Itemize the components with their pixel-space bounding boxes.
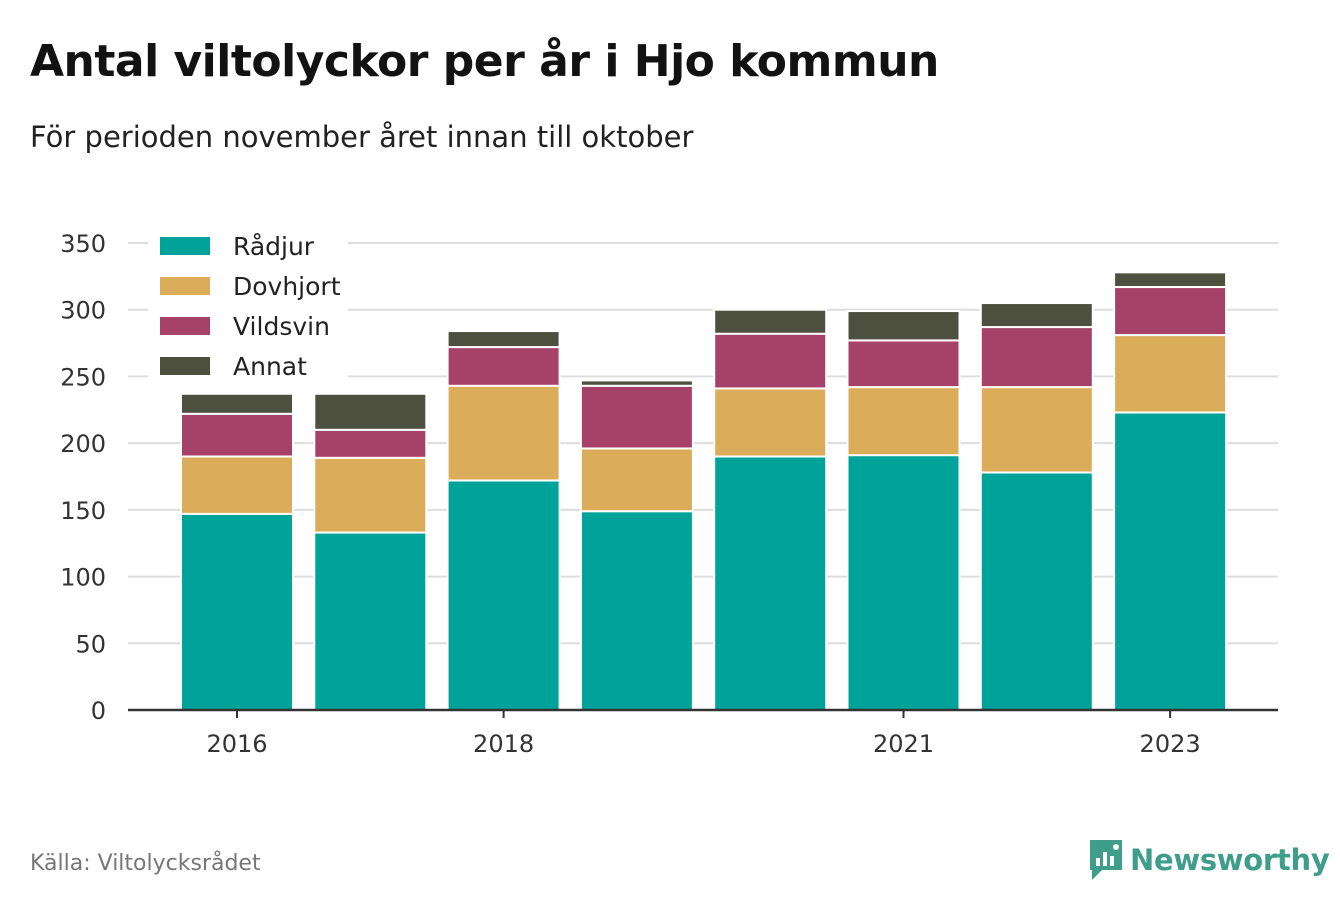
bar-segment bbox=[1113, 271, 1228, 289]
bar-segment bbox=[713, 387, 828, 458]
bar-segment bbox=[979, 471, 1094, 711]
bar-segment bbox=[1113, 334, 1228, 414]
bar-segment bbox=[313, 456, 428, 534]
bar-segment bbox=[846, 386, 961, 457]
bar-segment bbox=[579, 447, 694, 513]
legend-label: Dovhjort bbox=[233, 272, 341, 301]
y-tick-label: 200 bbox=[60, 430, 106, 458]
newsworthy-logo-icon bbox=[1090, 840, 1122, 880]
legend-label: Rådjur bbox=[233, 232, 315, 261]
x-tick-label: 2018 bbox=[473, 730, 534, 758]
bar-segment bbox=[979, 326, 1094, 389]
source-note: Källa: Viltolycksrådet bbox=[30, 851, 261, 876]
bar-segment bbox=[846, 454, 961, 711]
legend-swatch bbox=[160, 237, 210, 255]
x-tick-label: 2021 bbox=[873, 730, 934, 758]
bar-segment bbox=[180, 512, 294, 711]
bar-segment bbox=[180, 392, 294, 415]
bar-segment bbox=[846, 339, 961, 389]
bar-segment bbox=[713, 332, 828, 390]
legend-label: Annat bbox=[233, 352, 307, 381]
bar-segment bbox=[313, 531, 428, 711]
bar-segment bbox=[713, 308, 828, 335]
y-tick-label: 0 bbox=[91, 697, 106, 725]
y-tick-label: 50 bbox=[75, 630, 106, 658]
y-tick-label: 300 bbox=[60, 297, 106, 325]
bar-segment bbox=[446, 384, 561, 482]
bar-segment bbox=[180, 455, 294, 515]
bar-segment bbox=[579, 379, 694, 387]
bar-segment bbox=[579, 384, 694, 450]
bar-segment bbox=[180, 412, 294, 458]
bar-segment bbox=[446, 479, 561, 712]
bar-segment bbox=[979, 302, 1094, 329]
legend-swatch bbox=[160, 357, 210, 375]
chart-title: Antal viltolyckor per år i Hjo kommun bbox=[30, 36, 939, 87]
legend-swatch bbox=[160, 317, 210, 335]
y-tick-label: 100 bbox=[60, 564, 106, 592]
bar-segment bbox=[1113, 286, 1228, 337]
bar-segment bbox=[846, 310, 961, 342]
y-tick-label: 250 bbox=[60, 363, 106, 391]
bar-segment bbox=[313, 428, 428, 459]
legend-swatch bbox=[160, 277, 210, 295]
bar-segment bbox=[579, 510, 694, 712]
bar-segment bbox=[446, 346, 561, 387]
chart-subtitle: För perioden november året innan till ok… bbox=[30, 120, 694, 154]
bar-segment bbox=[313, 392, 428, 431]
bar-segment bbox=[979, 386, 1094, 474]
brand-name: Newsworthy bbox=[1130, 843, 1330, 877]
legend-label: Vildsvin bbox=[233, 312, 330, 341]
bar-segment bbox=[446, 330, 561, 349]
x-tick-label: 2016 bbox=[206, 730, 267, 758]
newsworthy-logo: Newsworthy bbox=[1088, 838, 1330, 882]
x-tick-label: 2023 bbox=[1140, 730, 1201, 758]
y-tick-label: 150 bbox=[60, 497, 106, 525]
bar-segment bbox=[713, 455, 828, 711]
bar-segment bbox=[1113, 411, 1228, 711]
y-tick-label: 350 bbox=[60, 230, 106, 258]
